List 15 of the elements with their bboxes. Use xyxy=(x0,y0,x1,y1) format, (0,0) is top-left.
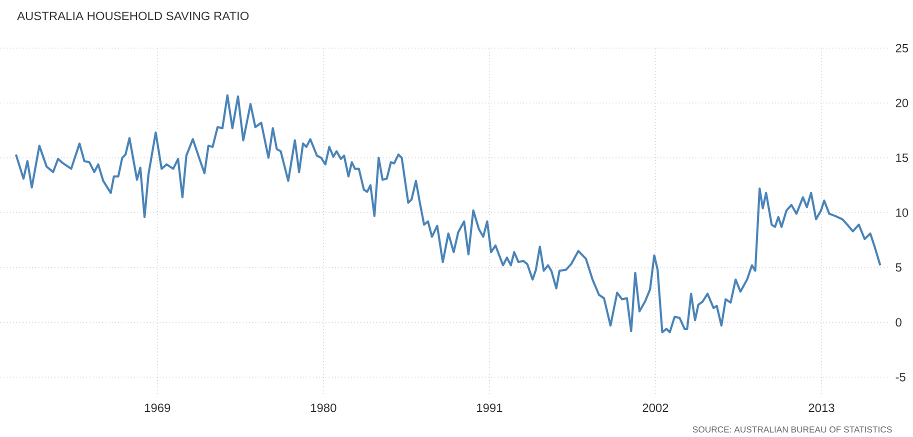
x-tick-label: 2013 xyxy=(808,403,834,412)
y-tick-label: 20 xyxy=(896,98,908,108)
y-tick-label: 0 xyxy=(896,318,902,326)
y-tick-label: 15 xyxy=(896,153,908,162)
x-tick-label: 1969 xyxy=(145,403,170,412)
y-tick-label: -5 xyxy=(896,372,906,382)
source-note: SOURCE: AUSTRALIAN BUREAU OF STATISTICS xyxy=(692,426,892,432)
y-tick-label: 5 xyxy=(896,263,902,272)
x-tick-label: 2002 xyxy=(642,403,668,412)
line-series xyxy=(14,94,882,334)
x-tick-label: 1980 xyxy=(311,403,336,412)
x-tick-label: 1991 xyxy=(477,403,502,412)
y-tick-label: 10 xyxy=(896,208,908,217)
chart-title: AUSTRALIA HOUSEHOLD SAVING RATIO xyxy=(17,11,249,20)
y-tick-label: 25 xyxy=(896,44,908,52)
